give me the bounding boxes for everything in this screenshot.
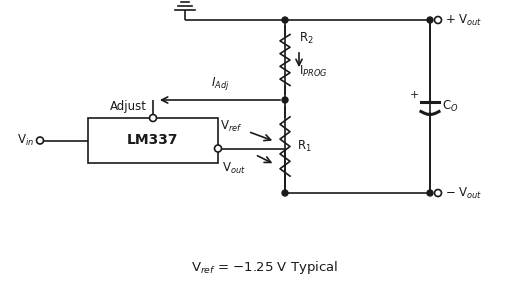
Circle shape	[435, 189, 441, 196]
Text: R$_1$: R$_1$	[297, 139, 312, 154]
Circle shape	[282, 97, 288, 103]
Text: V$_{in}$: V$_{in}$	[17, 133, 34, 148]
Text: V$_{ref}$: V$_{ref}$	[220, 119, 243, 134]
Text: + V$_{out}$: + V$_{out}$	[445, 12, 482, 28]
Text: Adjust: Adjust	[110, 100, 147, 113]
Circle shape	[282, 190, 288, 196]
Circle shape	[149, 114, 156, 121]
Bar	[88, 118, 218, 163]
Circle shape	[427, 190, 433, 196]
Text: R$_2$: R$_2$	[299, 31, 314, 46]
Text: V$_{out}$: V$_{out}$	[222, 160, 246, 176]
Circle shape	[427, 17, 433, 23]
Circle shape	[282, 17, 288, 23]
Text: I$_{Adj}$: I$_{Adj}$	[210, 75, 229, 92]
Text: I$_{PROG}$: I$_{PROG}$	[299, 64, 328, 79]
Text: C$_O$: C$_O$	[442, 99, 458, 114]
Text: +: +	[409, 90, 419, 99]
Text: V$_{ref}$ = −1.25 V Typical: V$_{ref}$ = −1.25 V Typical	[191, 259, 339, 275]
Text: LM337: LM337	[127, 133, 179, 148]
Circle shape	[37, 137, 43, 144]
Circle shape	[215, 145, 222, 152]
Circle shape	[435, 17, 441, 24]
Text: − V$_{out}$: − V$_{out}$	[445, 185, 482, 201]
